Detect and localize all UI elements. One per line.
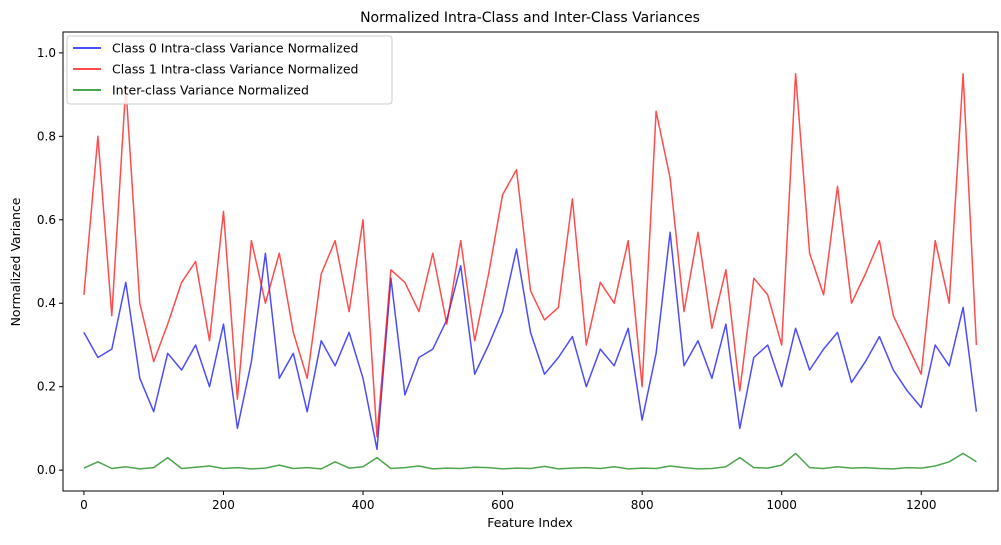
x-axis: 0 200 400 600 800 1000 1200 — [80, 491, 937, 512]
legend-label-1: Class 1 Intra-class Variance Normalized — [112, 62, 358, 77]
x-axis-label: Feature Index — [487, 515, 573, 530]
x-tick-label: 200 — [212, 498, 235, 512]
legend-frame — [66, 35, 393, 105]
plot-lines — [83, 72, 978, 470]
x-tick-label: 0 — [80, 498, 88, 512]
y-tick-label: 0.8 — [37, 129, 56, 143]
y-tick-label: 0.0 — [37, 463, 56, 477]
series-line-2 — [83, 452, 977, 470]
legend-label-0: Class 0 Intra-class Variance Normalized — [112, 41, 358, 56]
y-axis: 0.0 0.2 0.4 0.6 0.8 1.0 — [37, 46, 63, 477]
y-tick-label: 1.0 — [37, 46, 56, 60]
x-tick-label: 1200 — [906, 498, 937, 512]
chart-title: Normalized Intra-Class and Inter-Class V… — [360, 10, 700, 26]
y-tick-label: 0.2 — [37, 380, 56, 394]
series-line-0 — [83, 231, 978, 451]
legend-label-2: Inter-class Variance Normalized — [112, 83, 309, 98]
x-tick-label: 800 — [631, 498, 654, 512]
x-tick-label: 1000 — [766, 498, 797, 512]
plot-area-frame — [62, 31, 999, 492]
legend: Class 0 Intra-class Variance Normalized C… — [66, 35, 393, 105]
y-tick-label: 0.6 — [37, 213, 56, 227]
series-line-1 — [83, 72, 978, 438]
x-tick-label: 600 — [491, 498, 514, 512]
y-tick-label: 0.4 — [37, 296, 56, 310]
y-axis-label: Normalized Variance — [8, 197, 23, 326]
x-tick-label: 400 — [352, 498, 375, 512]
